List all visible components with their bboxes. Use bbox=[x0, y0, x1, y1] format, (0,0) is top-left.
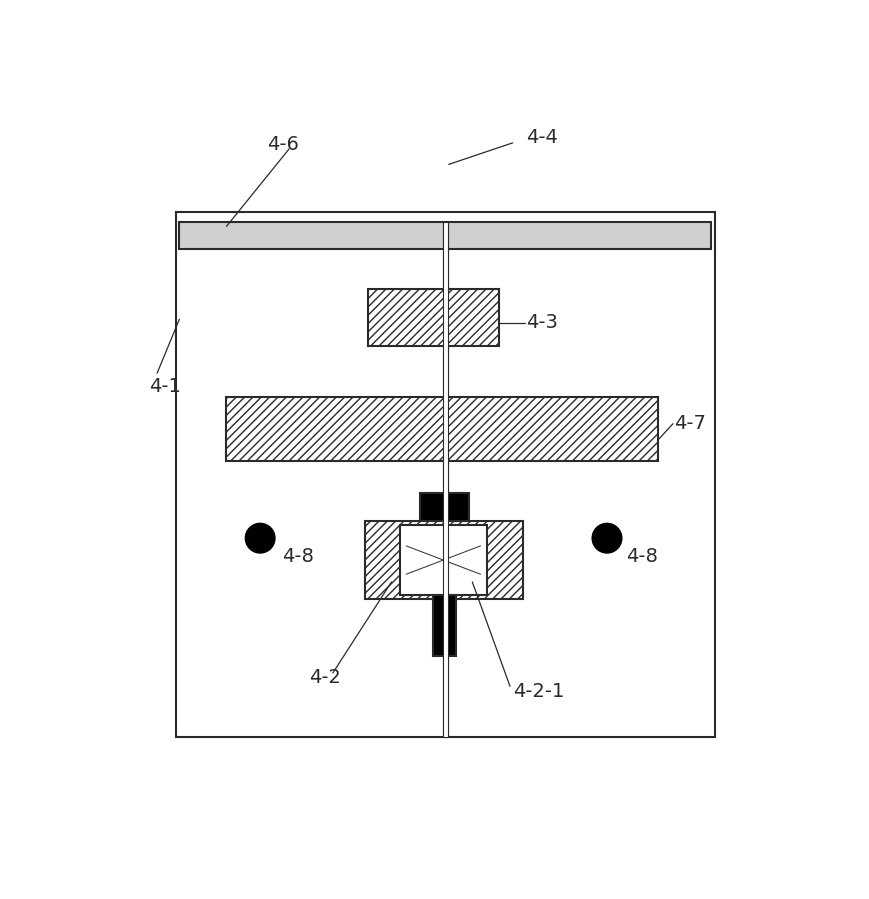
Bar bbox=[179, 222, 712, 249]
Text: 4-8: 4-8 bbox=[626, 547, 658, 565]
Text: 4-8: 4-8 bbox=[282, 547, 315, 565]
Bar bbox=[442, 222, 448, 737]
Bar bbox=[368, 289, 500, 346]
Circle shape bbox=[245, 523, 275, 553]
Bar bbox=[400, 525, 488, 595]
Bar bbox=[365, 521, 523, 599]
Text: 4-4: 4-4 bbox=[526, 128, 558, 147]
Text: 4-6: 4-6 bbox=[267, 135, 299, 154]
Bar bbox=[176, 211, 714, 737]
Text: 4-2-1: 4-2-1 bbox=[513, 681, 564, 700]
Text: 4-1: 4-1 bbox=[149, 378, 181, 396]
Bar bbox=[434, 595, 456, 656]
Circle shape bbox=[592, 523, 622, 553]
Bar bbox=[442, 222, 448, 737]
Text: 4-2: 4-2 bbox=[309, 668, 342, 687]
Text: 4-7: 4-7 bbox=[674, 414, 706, 433]
Text: 4-3: 4-3 bbox=[526, 313, 558, 332]
Bar bbox=[421, 493, 469, 521]
Bar bbox=[227, 396, 658, 460]
